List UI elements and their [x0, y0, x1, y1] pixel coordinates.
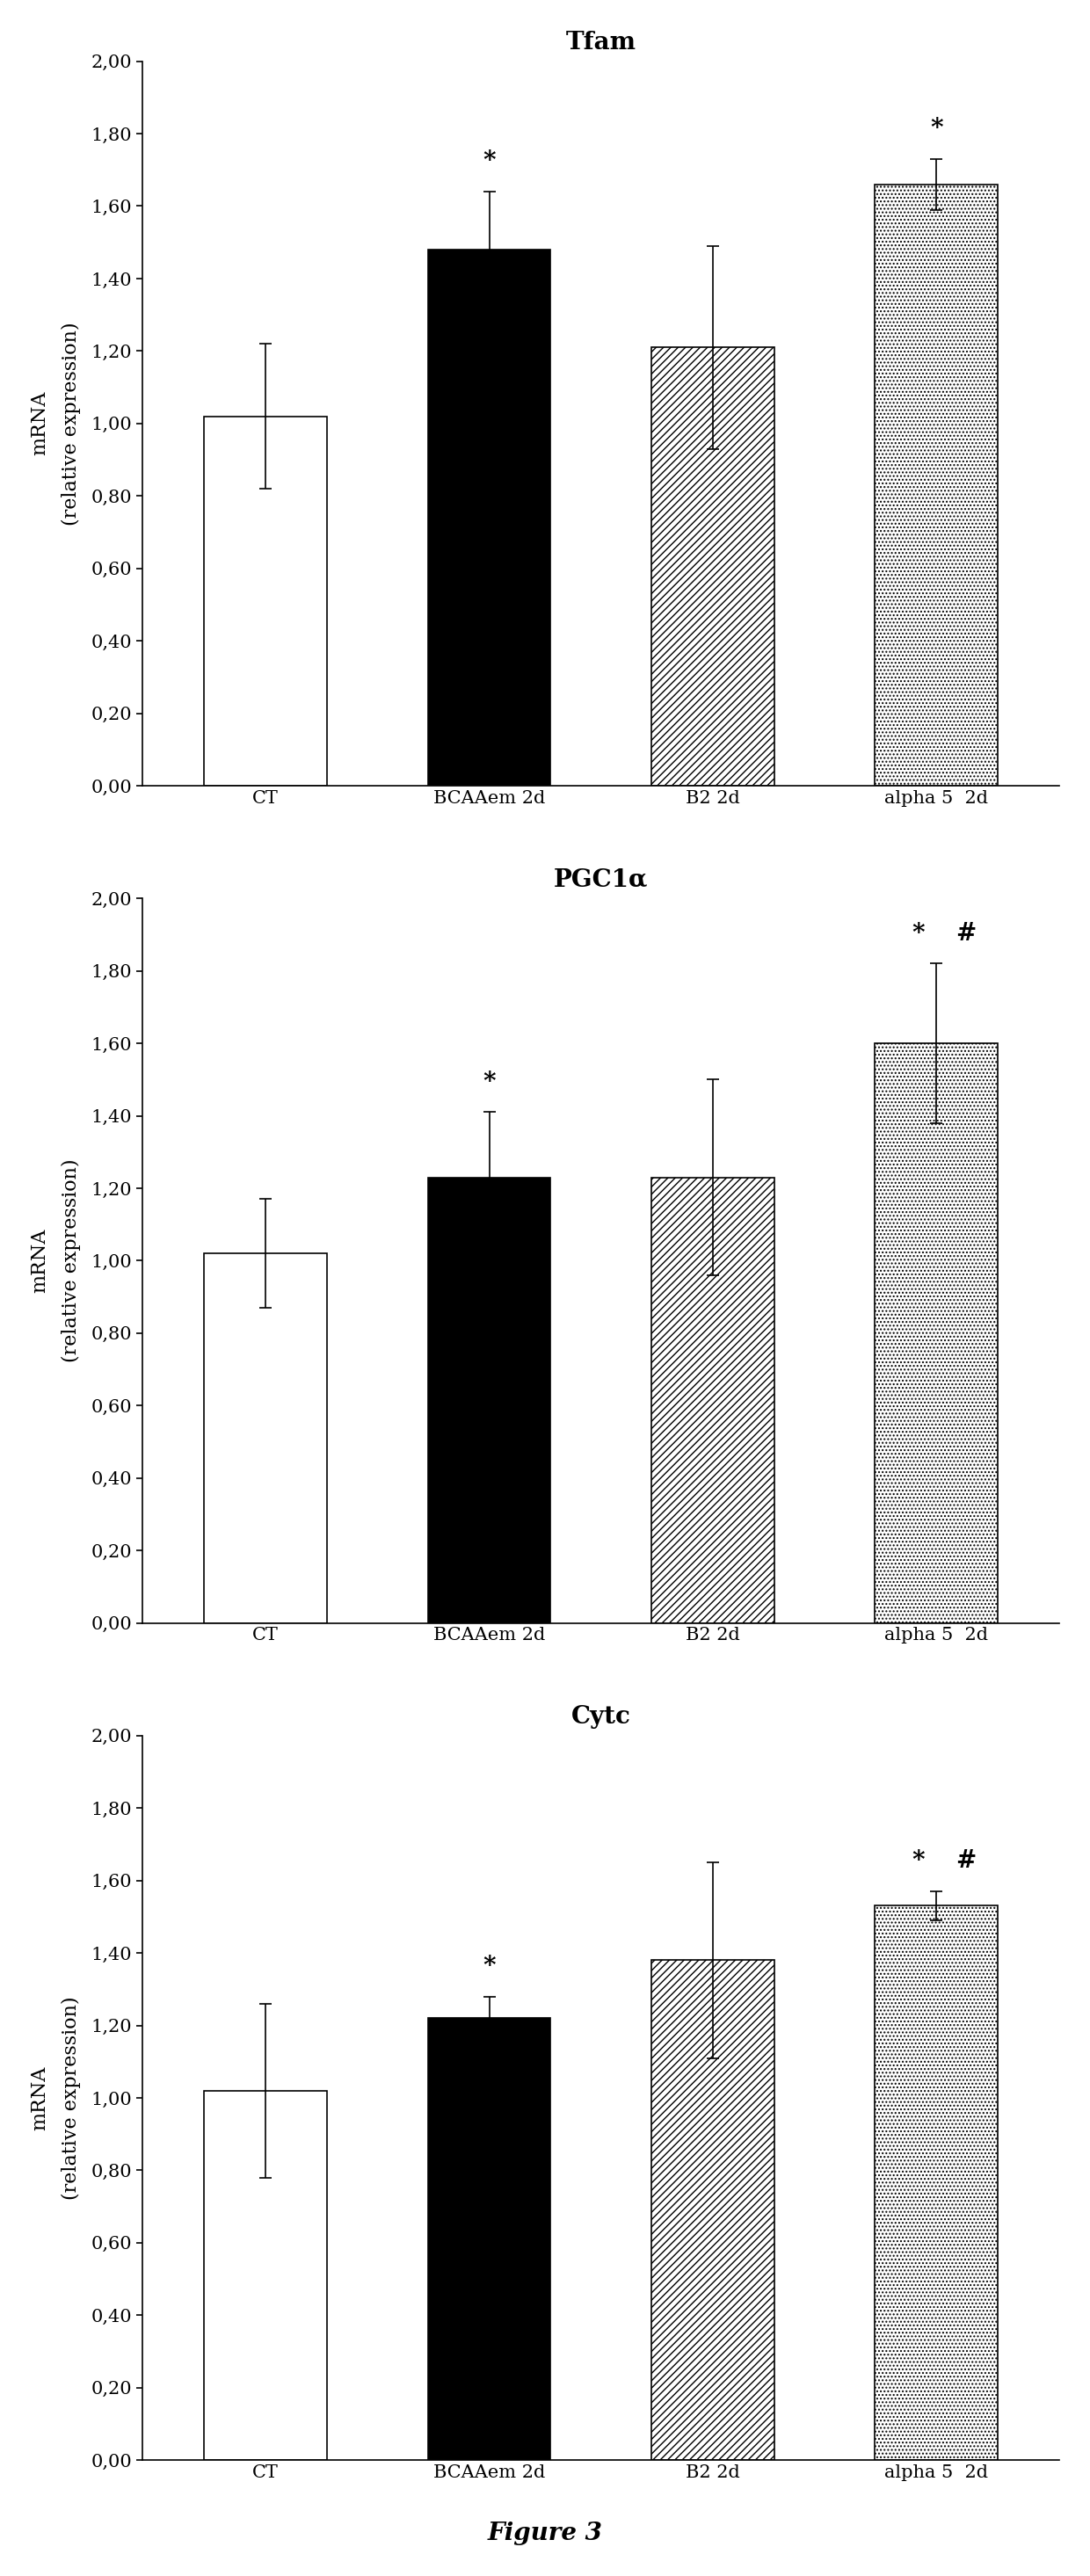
Y-axis label: mRNA
(relative expression): mRNA (relative expression) — [31, 1996, 82, 2200]
Text: *: * — [483, 149, 496, 173]
Bar — [875, 1906, 998, 2460]
Text: *: * — [483, 1955, 496, 1978]
Text: *: * — [930, 116, 943, 142]
Text: #: # — [955, 922, 976, 945]
Text: Figure 3: Figure 3 — [487, 2522, 603, 2545]
Title: Tfam: Tfam — [566, 31, 637, 54]
Title: Cytc: Cytc — [571, 1705, 631, 1728]
Bar — [204, 417, 327, 786]
Text: *: * — [912, 922, 925, 945]
Bar — [875, 185, 998, 786]
Text: #: # — [955, 1850, 976, 1873]
Bar — [204, 1255, 327, 1623]
Bar — [875, 1043, 998, 1623]
Text: *: * — [483, 1069, 496, 1095]
Bar — [652, 348, 774, 786]
Bar — [652, 1960, 774, 2460]
Y-axis label: mRNA
(relative expression): mRNA (relative expression) — [31, 322, 82, 526]
Bar — [427, 2017, 550, 2460]
Bar — [427, 1177, 550, 1623]
Text: *: * — [912, 1850, 925, 1873]
Y-axis label: mRNA
(relative expression): mRNA (relative expression) — [31, 1159, 82, 1363]
Bar — [652, 1177, 774, 1623]
Bar — [427, 250, 550, 786]
Bar — [204, 2092, 327, 2460]
Title: PGC1α: PGC1α — [554, 868, 649, 891]
